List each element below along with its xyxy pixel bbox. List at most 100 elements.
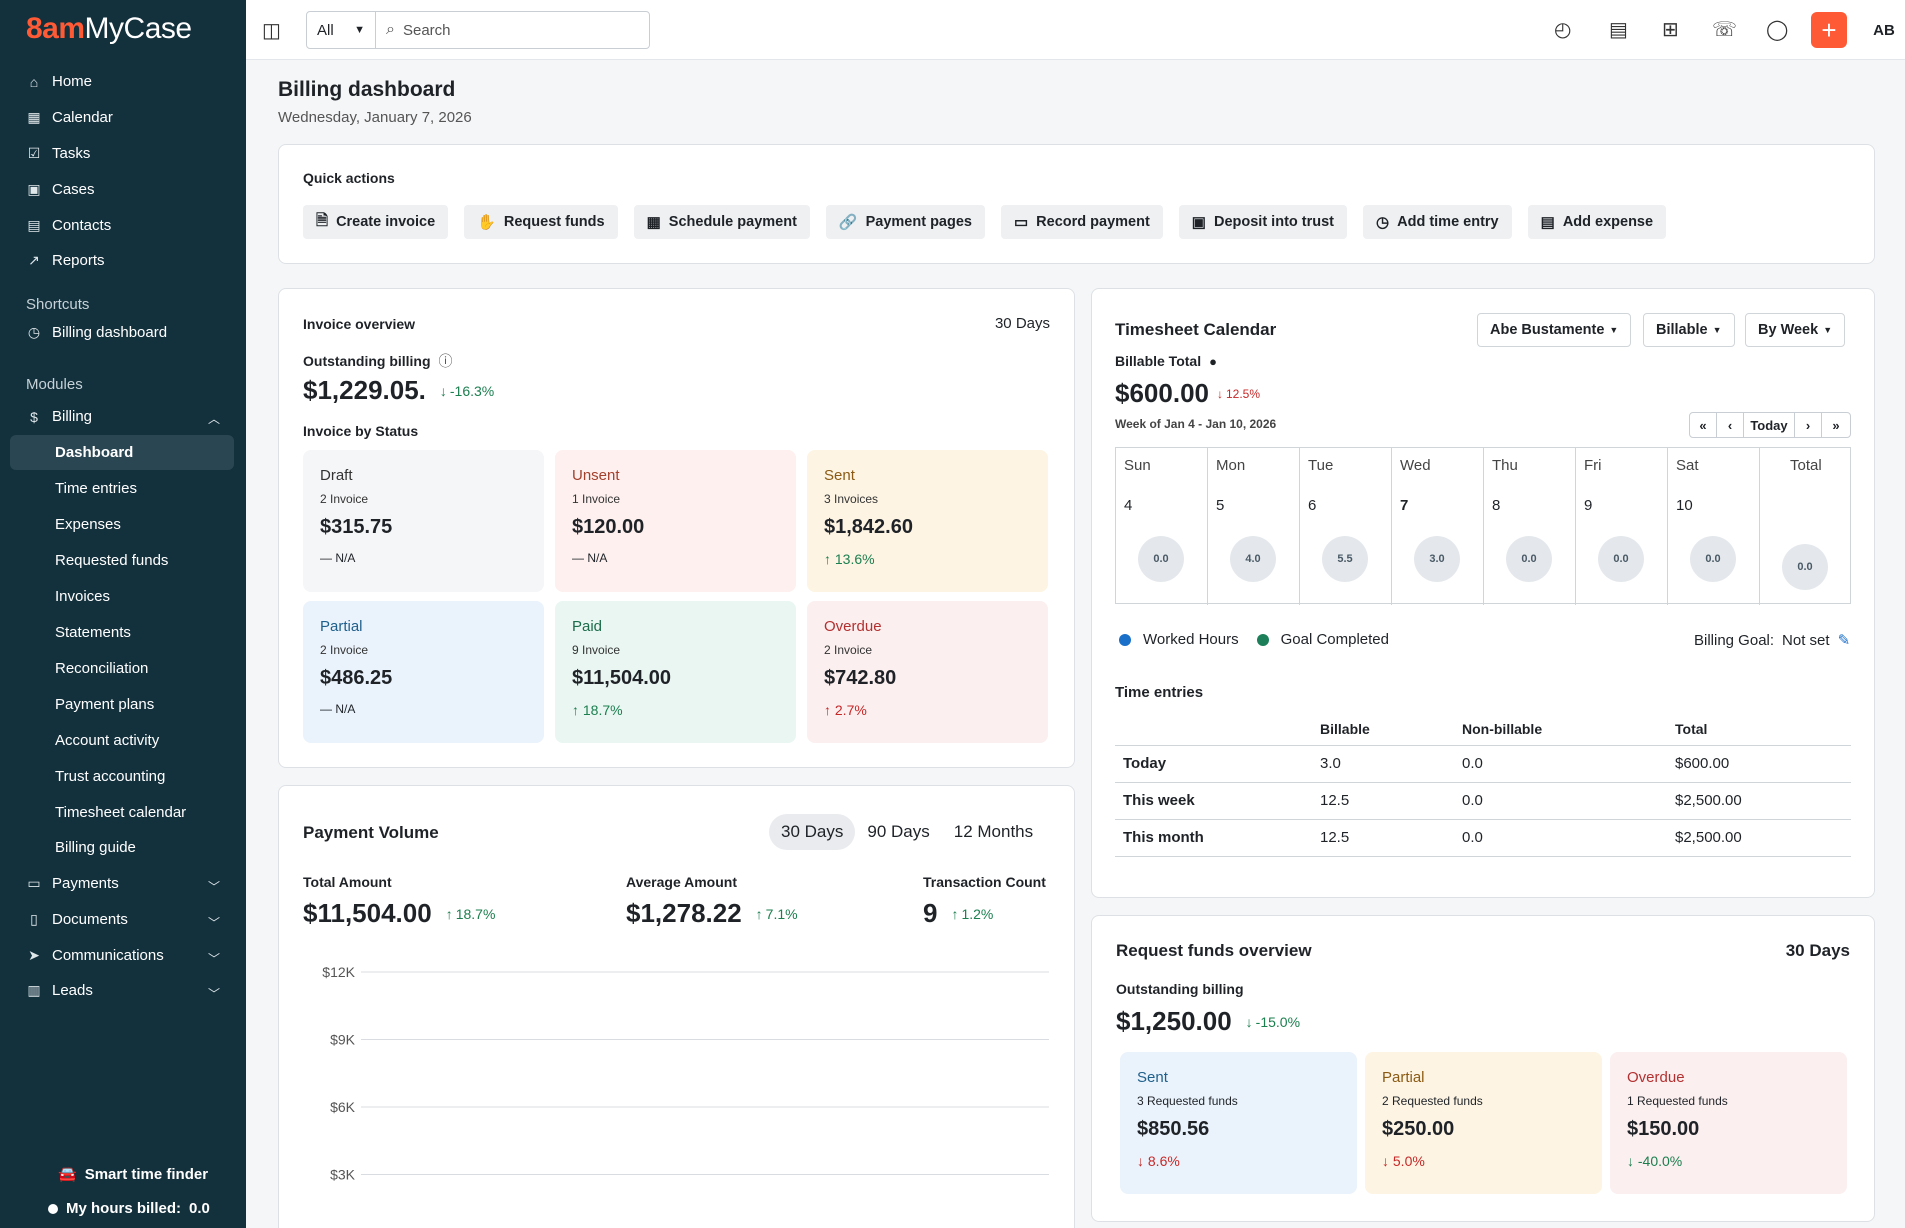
hours-badge: 0.0	[1782, 544, 1828, 590]
arrow-up-icon: ↑	[951, 905, 959, 922]
outstanding-billing-value: $1,229.05.	[303, 375, 426, 405]
prev-week-button[interactable]: ‹	[1716, 412, 1744, 438]
add-time-entry-button[interactable]: ◷ Add time entry	[1363, 205, 1512, 239]
tile-count: 9 Invoice	[572, 643, 621, 657]
day-sun[interactable]: Sun 4 0.0	[1116, 448, 1208, 605]
hours-badge: 0.0	[1138, 536, 1184, 582]
rf-tile-overdue[interactable]: Overdue 1 Requested funds $150.00 ↓ -40.…	[1610, 1052, 1847, 1194]
day-thu[interactable]: Thu 8 0.0	[1484, 448, 1576, 605]
today-button[interactable]: Today	[1743, 412, 1795, 438]
nav-tasks[interactable]: ☑ Tasks	[27, 145, 91, 162]
pencil-icon[interactable]: ✎	[1837, 632, 1851, 649]
search-scope-select[interactable]: All ▼	[306, 11, 376, 49]
day-mon[interactable]: Mon 5 4.0	[1208, 448, 1300, 605]
schedule-payment-button[interactable]: ▦ Schedule payment	[633, 205, 810, 239]
hours-badge: 5.5	[1322, 536, 1368, 582]
first-week-button[interactable]: «	[1689, 412, 1717, 438]
range-30-days[interactable]: 30 Days	[769, 814, 856, 850]
last-week-button[interactable]: »	[1821, 412, 1851, 438]
quick-actions-row: 🗎 Create invoice ✋ Request funds ▦ Schedule…	[303, 205, 1667, 239]
chevron-down-icon[interactable]: ﹀	[208, 916, 221, 930]
caret-down-icon: ▼	[1609, 325, 1619, 335]
nav-calendar[interactable]: ▦ Calendar	[27, 109, 113, 126]
sub-item-invoices[interactable]: Invoices	[55, 588, 111, 605]
sub-item-reconciliation[interactable]: Reconciliation	[55, 660, 149, 677]
record-payment-button[interactable]: ▭ Record payment	[1000, 205, 1163, 239]
chevron-up-icon[interactable]: ︿	[208, 412, 221, 426]
deposit-icon: ▣	[1191, 214, 1206, 231]
nav-cases[interactable]: ▣ Cases	[27, 181, 95, 198]
day-wed[interactable]: Wed 7 3.0	[1392, 448, 1484, 605]
tile-name: Partial	[320, 618, 363, 635]
apps-icon[interactable]: ⊞	[1662, 19, 1679, 41]
range-12-months[interactable]: 12 Months	[953, 822, 1034, 841]
tile-amount: $120.00	[572, 516, 645, 538]
invoice-tile-sent[interactable]: Sent 3 Invoices $1,842.60 ↑ 13.6%	[807, 450, 1048, 592]
day-tue[interactable]: Tue 6 5.5	[1300, 448, 1392, 605]
tile-delta: ↑ 2.7%	[824, 702, 867, 718]
add-expense-button[interactable]: ▤ Add expense	[1527, 205, 1667, 239]
sub-item-account-activity[interactable]: Account activity	[55, 732, 160, 749]
chevron-down-icon[interactable]: ﹀	[208, 987, 221, 1001]
nav-documents[interactable]: ▯ Documents	[26, 911, 128, 928]
nav-payments[interactable]: ▭ Payments	[27, 875, 119, 892]
sidebar: 8amMyCase ⌂ Home ▦ Calendar ☑ Tasks ▣ Cases …	[0, 0, 246, 1228]
billable-dropdown[interactable]: Billable ▼	[1643, 313, 1735, 347]
sub-item-payment-plans[interactable]: Payment plans	[55, 696, 155, 713]
receipt-icon: ▤	[1540, 214, 1555, 231]
payment-pages-button[interactable]: 🔗 Payment pages	[825, 205, 985, 239]
sub-item-time-entries[interactable]: Time entries	[55, 480, 137, 497]
rf-tile-sent[interactable]: Sent 3 Requested funds $850.56 ↓ 8.6%	[1120, 1052, 1357, 1194]
invoice-tile-unsent[interactable]: Unsent 1 Invoice $120.00 — N/A	[555, 450, 796, 592]
tile-count: 3 Invoices	[824, 492, 879, 506]
calculator-icon[interactable]: ▤	[1609, 19, 1628, 41]
nav-contacts[interactable]: ▤ Contacts	[27, 217, 112, 234]
sidebar-toggle-icon[interactable]: ◫	[262, 20, 281, 42]
smart-time-finder-button[interactable]: 🚘 Smart time finder	[58, 1165, 209, 1184]
rf-tile-partial[interactable]: Partial 2 Requested funds $250.00 ↓ 5.0%	[1365, 1052, 1602, 1194]
clock-icon: ◷	[27, 324, 41, 340]
chevron-down-icon[interactable]: ﹀	[208, 952, 221, 966]
search-input[interactable]: ⌕ Search	[375, 11, 650, 49]
nav-reports[interactable]: ↗ Reports	[26, 252, 104, 269]
table-header: Total	[1675, 720, 1708, 737]
nav-billing[interactable]: $ Billing	[26, 408, 92, 425]
arrow-down-icon: ↓	[1382, 1153, 1389, 1169]
sub-item-billing-guide[interactable]: Billing guide	[55, 839, 136, 856]
sub-item-timesheet-calendar[interactable]: Timesheet calendar	[55, 804, 187, 821]
messages-icon[interactable]: ☏	[1712, 19, 1738, 41]
hours-badge: 3.0	[1414, 536, 1460, 582]
nav-leads[interactable]: ▥ Leads	[27, 982, 93, 999]
day-sat[interactable]: Sat 10 0.0	[1668, 448, 1760, 605]
create-invoice-button[interactable]: 🗎 Create invoice	[303, 205, 449, 239]
chevron-down-icon[interactable]: ﹀	[208, 880, 221, 894]
sub-item-requested-funds[interactable]: Requested funds	[55, 552, 169, 569]
sub-item-trust-accounting[interactable]: Trust accounting	[55, 768, 166, 785]
avatar[interactable]: AB	[1873, 21, 1895, 39]
add-button[interactable]: +	[1811, 12, 1847, 48]
next-week-button[interactable]: ›	[1794, 412, 1822, 438]
invoice-tile-overdue[interactable]: Overdue 2 Invoice $742.80 ↑ 2.7%	[807, 601, 1048, 743]
info-icon[interactable]: ⓘ	[438, 353, 453, 369]
user-dropdown[interactable]: Abe Bustamente ▼	[1477, 313, 1632, 347]
request-funds-button[interactable]: ✋ Request funds	[464, 205, 618, 239]
deposit-into-trust-button[interactable]: ▣ Deposit into trust	[1178, 205, 1348, 239]
day-fri[interactable]: Fri 9 0.0	[1576, 448, 1668, 605]
view-dropdown[interactable]: By Week ▼	[1745, 313, 1846, 347]
table-header: Non-billable	[1462, 720, 1543, 737]
invoice-tile-partial[interactable]: Partial 2 Invoice $486.25 — N/A	[303, 601, 544, 743]
invoice-tile-draft[interactable]: Draft 2 Invoice $315.75 — N/A	[303, 450, 544, 592]
invoice-tile-paid[interactable]: Paid 9 Invoice $11,504.00 ↑ 18.7%	[555, 601, 796, 743]
chat-icon[interactable]: ◯	[1766, 19, 1789, 41]
sub-item-expenses[interactable]: Expenses	[55, 516, 121, 533]
shortcut-billing-dashboard[interactable]: ◷ Billing dashboard	[27, 324, 168, 341]
timer-icon[interactable]: ◴	[1554, 19, 1572, 41]
app-logo[interactable]: 8amMyCase	[26, 12, 192, 45]
info-icon[interactable]: ●	[1209, 353, 1217, 369]
range-90-days[interactable]: 90 Days	[867, 822, 930, 841]
nav-communications[interactable]: ➤ Communications	[26, 947, 164, 964]
sub-item-dashboard[interactable]: Dashboard	[55, 444, 134, 461]
nav-home[interactable]: ⌂ Home	[26, 73, 92, 90]
sub-item-statements[interactable]: Statements	[55, 624, 131, 641]
range-selector: 30 Days 90 Days 12 Months	[769, 814, 1045, 850]
